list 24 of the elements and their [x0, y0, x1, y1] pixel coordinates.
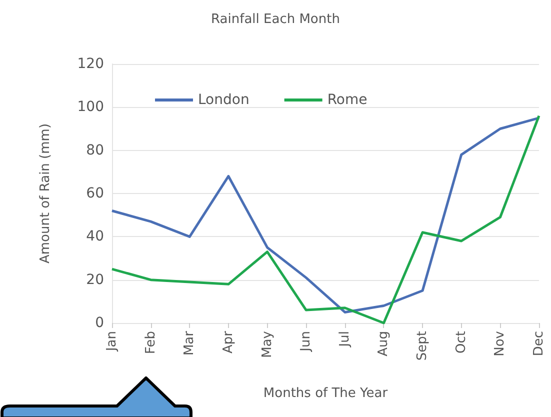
y-tick-label: 80	[86, 142, 104, 158]
y-tick-label: 0	[95, 315, 104, 331]
x-tick-label: Mar	[182, 330, 198, 356]
x-tick-label: Jun	[298, 331, 314, 352]
y-axis-title: Amount of Rain (mm)	[38, 123, 53, 264]
x-tick-label: Apr	[220, 330, 236, 354]
legend-label: Rome	[327, 92, 368, 108]
x-tick-label: Jul	[337, 331, 352, 348]
y-tick-label: 120	[77, 56, 104, 72]
y-tick-label: 40	[86, 228, 104, 245]
x-tick-label: Feb	[143, 331, 158, 354]
x-tick-label: Jan	[104, 331, 120, 352]
y-tick-label: 100	[77, 99, 104, 116]
x-tick-label: Nov	[492, 330, 508, 356]
x-axis-title: Months of The Year	[263, 386, 388, 401]
chart-title: Rainfall Each Month	[211, 12, 340, 27]
x-tick-label: Oct	[454, 331, 469, 354]
y-tick-label: 20	[86, 272, 104, 288]
x-tick-label: May	[260, 330, 275, 358]
x-tick-label: Dec	[532, 331, 546, 356]
y-tick-label: 60	[86, 186, 104, 202]
x-tick-label: Aug	[376, 331, 392, 356]
x-tick-label: Sept	[415, 331, 430, 361]
legend-label: London	[198, 92, 250, 108]
